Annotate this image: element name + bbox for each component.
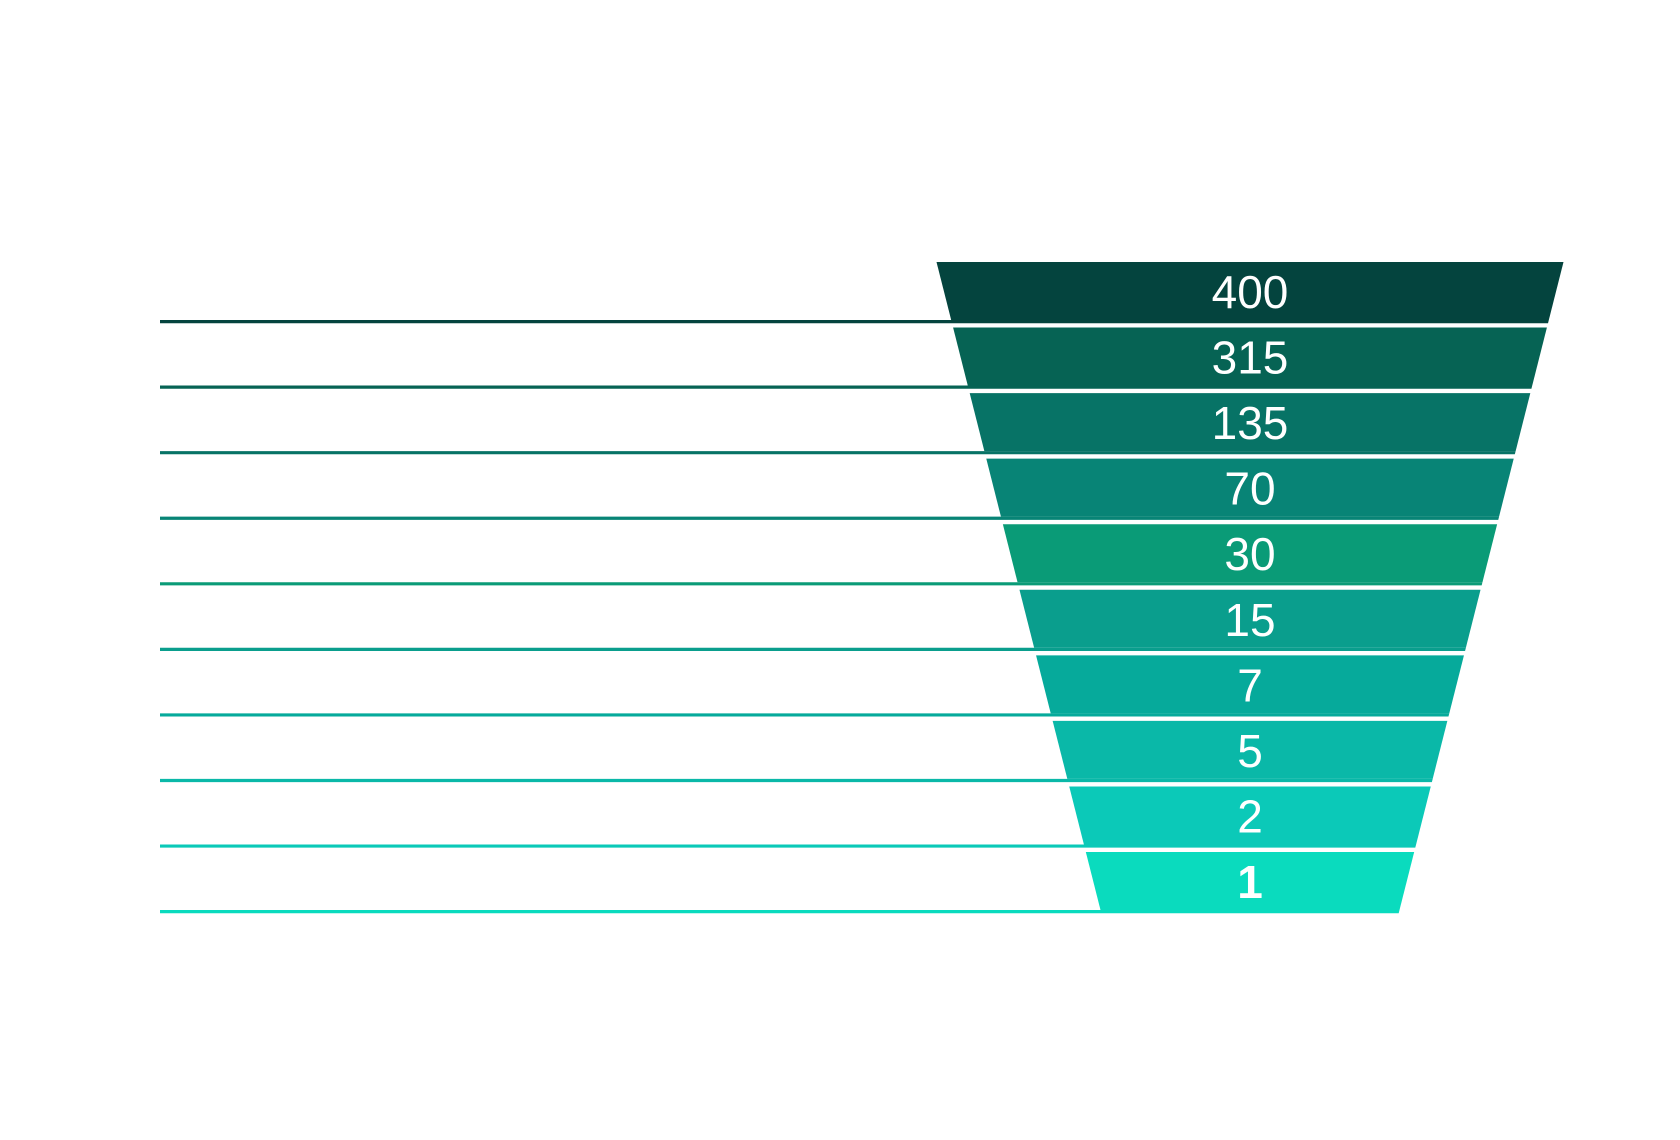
- funnel-value-label: 15: [1224, 594, 1275, 646]
- separator-line: [160, 713, 1450, 717]
- funnel-segment: [1036, 655, 1464, 714]
- separator-line: [160, 844, 1417, 848]
- separator-line: [160, 516, 1500, 520]
- funnel-value-label: 315: [1212, 332, 1289, 384]
- funnel-segment: [1052, 720, 1448, 779]
- funnel-segment: [986, 458, 1514, 517]
- funnel-segment: [1002, 524, 1498, 583]
- funnel-segment: [953, 327, 1547, 386]
- separator-line: [160, 778, 1433, 783]
- funnel-value-label: 70: [1224, 463, 1275, 515]
- funnel-value-label: 1: [1237, 856, 1263, 908]
- funnel-segment: [1019, 589, 1481, 648]
- funnel-segment: [1085, 852, 1415, 910]
- funnel-value-label: 135: [1212, 397, 1289, 449]
- funnel-segment: [1069, 786, 1431, 845]
- funnel-segment: [936, 262, 1564, 320]
- funnel-value-label: 5: [1237, 725, 1263, 777]
- separator-line: [160, 385, 1533, 389]
- separator-line: [160, 647, 1466, 651]
- separator-line: [160, 582, 1483, 586]
- funnel-value-label: 7: [1237, 659, 1263, 711]
- separator-line: [160, 910, 1400, 914]
- funnel-segment: [969, 393, 1531, 452]
- separator-line: [160, 320, 1549, 324]
- separator-line: [160, 451, 1516, 455]
- funnel-value-label: 30: [1224, 528, 1275, 580]
- funnel-value-label: 2: [1237, 790, 1263, 842]
- funnel-value-label: 400: [1212, 266, 1289, 318]
